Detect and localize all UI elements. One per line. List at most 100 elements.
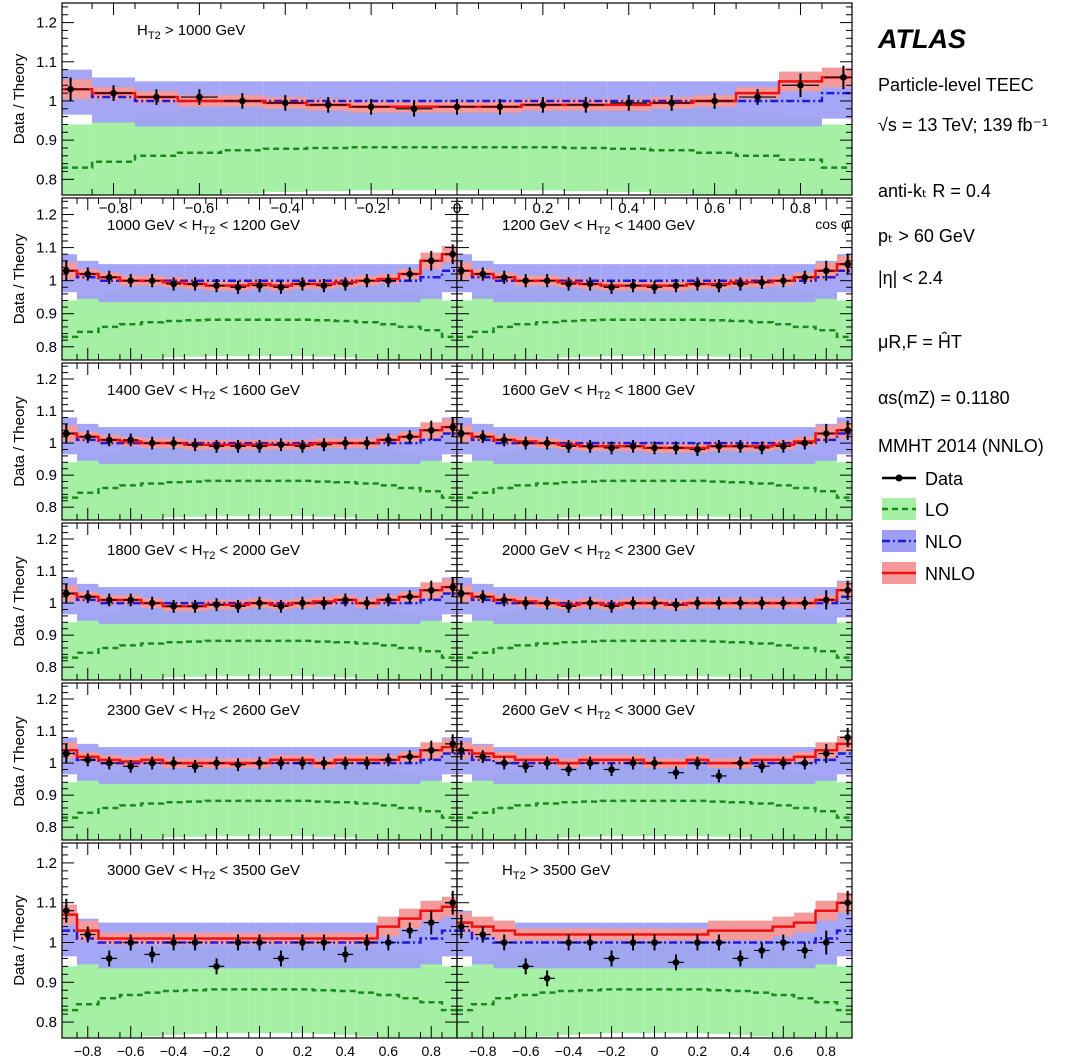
data-point (715, 772, 723, 780)
panel-5: 0.8 0.9 1 1.1 1.2 1800 GeV < HT2 < 2000 GeV Da… (11, 522, 458, 681)
data-point (256, 282, 263, 289)
data-point (299, 939, 306, 946)
x-axis-label: cos φ (815, 216, 850, 232)
lo-band-bin (794, 452, 816, 520)
lo-band-bin (62, 622, 78, 680)
data-point (565, 443, 572, 450)
data-point (342, 596, 349, 604)
data-point (758, 279, 766, 286)
lo-band-bin (708, 766, 730, 837)
data-point (780, 599, 787, 607)
lo-band-bin (184, 766, 206, 837)
x-tick-label: −0.8 (74, 1043, 102, 1059)
data-point (694, 280, 701, 288)
data-point (342, 280, 349, 288)
data-point (170, 939, 177, 946)
data-point (363, 599, 371, 607)
data-point (385, 596, 392, 604)
data-point (543, 599, 551, 607)
data-point (801, 947, 809, 954)
x-tick-label: 0.6 (704, 200, 725, 217)
data-point (737, 955, 744, 962)
panel-label: HT2 > 3500 GeV (502, 862, 610, 882)
lo-band-bin (98, 772, 120, 840)
panel-label: 1800 GeV < HT2 < 2000 GeV (107, 542, 300, 562)
data-point (500, 759, 508, 767)
lo-band-bin (815, 615, 837, 680)
legend-line-antikt: anti-kₜ R = 0.4 (878, 181, 991, 201)
legend-svg: ATLAS Particle-level TEEC √s = 13 TeV; 1… (877, 24, 1048, 584)
panel-body (457, 727, 852, 840)
panel-0: 0.80.911.11.2−0.8 −0.6 −0.4 −0.2 0 0.2 0.4 0.6 0… (11, 2, 853, 232)
data-point (62, 590, 70, 597)
lo-band-bin (772, 610, 795, 680)
data-point (780, 939, 787, 946)
data-point (586, 759, 594, 767)
lo-band-bin (441, 966, 457, 1038)
y-axis-label: Data / Theory (11, 396, 28, 487)
lo-band-bin (472, 457, 494, 520)
x-tick-label: 0.4 (731, 1043, 751, 1059)
data-point (191, 763, 199, 770)
nnlo-line (62, 252, 457, 287)
nlo-line (62, 592, 457, 605)
y-tick-label: 1.1 (36, 54, 57, 71)
data-point (780, 277, 787, 284)
y-tick-label: 0.9 (36, 306, 57, 323)
lo-band-bin (313, 283, 335, 357)
panel-body (62, 65, 852, 195)
data-point (694, 446, 701, 453)
data-point (385, 756, 392, 764)
lo-band-bin (420, 615, 442, 680)
panel-label: HT2 > 1000 GeV (137, 22, 245, 42)
panel-body (62, 417, 457, 520)
lo-band-bin (441, 622, 457, 680)
data-point (363, 439, 371, 447)
data-point (625, 99, 633, 107)
data-point (256, 443, 263, 450)
data-point (672, 444, 680, 452)
lo-band-bin (62, 300, 78, 360)
panel-4: 1600 GeV < HT2 < 1800 GeV (456, 362, 853, 521)
panel-8: 2600 GeV < HT2 < 3000 GeV (456, 682, 853, 841)
lo-line (62, 799, 457, 819)
y-tick-label: 1 (49, 934, 57, 951)
data-point (500, 939, 508, 946)
data-point (213, 963, 220, 970)
panel-6: 2000 GeV < HT2 < 2300 GeV (456, 522, 853, 681)
x-tick-label: 0.2 (532, 200, 553, 217)
data-point (758, 763, 766, 770)
lo-band-bin (815, 958, 837, 1038)
y-tick-label: 1.2 (36, 15, 57, 32)
panel-9: 0.8 0.9 1 1.1 1.2 −0.8 −0.6 −0.4 −0.2 0 0.2 0.4 0.6 0… (11, 842, 458, 1061)
x-tick-label: −0.4 (270, 200, 300, 217)
data-point (127, 763, 134, 770)
data-point (737, 443, 744, 450)
data-point (565, 766, 572, 773)
nlo-line (62, 752, 457, 765)
lo-band-bin (472, 295, 494, 360)
panel-2: 1200 GeV < HT2 < 1400 GeV (456, 197, 853, 361)
lo-band-bin (92, 118, 135, 195)
legend-line-pdf: MMHT 2014 (NNLO) (878, 436, 1044, 456)
data-point (170, 439, 177, 447)
data-point (780, 443, 787, 450)
lo-band-bin (472, 960, 494, 1038)
data-point (234, 283, 242, 291)
y-tick-label: 1.1 (36, 403, 57, 420)
lo-band-bin (493, 290, 515, 360)
lo-line (457, 988, 852, 1012)
data-point (801, 599, 809, 607)
data-point (543, 975, 551, 982)
data-point (127, 436, 134, 444)
data-point (84, 931, 92, 938)
panel-7: 0.8 0.9 1 1.1 1.2 2300 GeV < HT2 < 2600 GeV Da… (11, 682, 458, 841)
lo-band-bin (62, 782, 78, 840)
lo-band-bin (457, 966, 473, 1038)
nlo-band-bin (420, 918, 442, 965)
data-point (105, 436, 113, 444)
nlo-line (62, 432, 457, 445)
data-point (299, 759, 306, 767)
data-point (277, 441, 285, 449)
